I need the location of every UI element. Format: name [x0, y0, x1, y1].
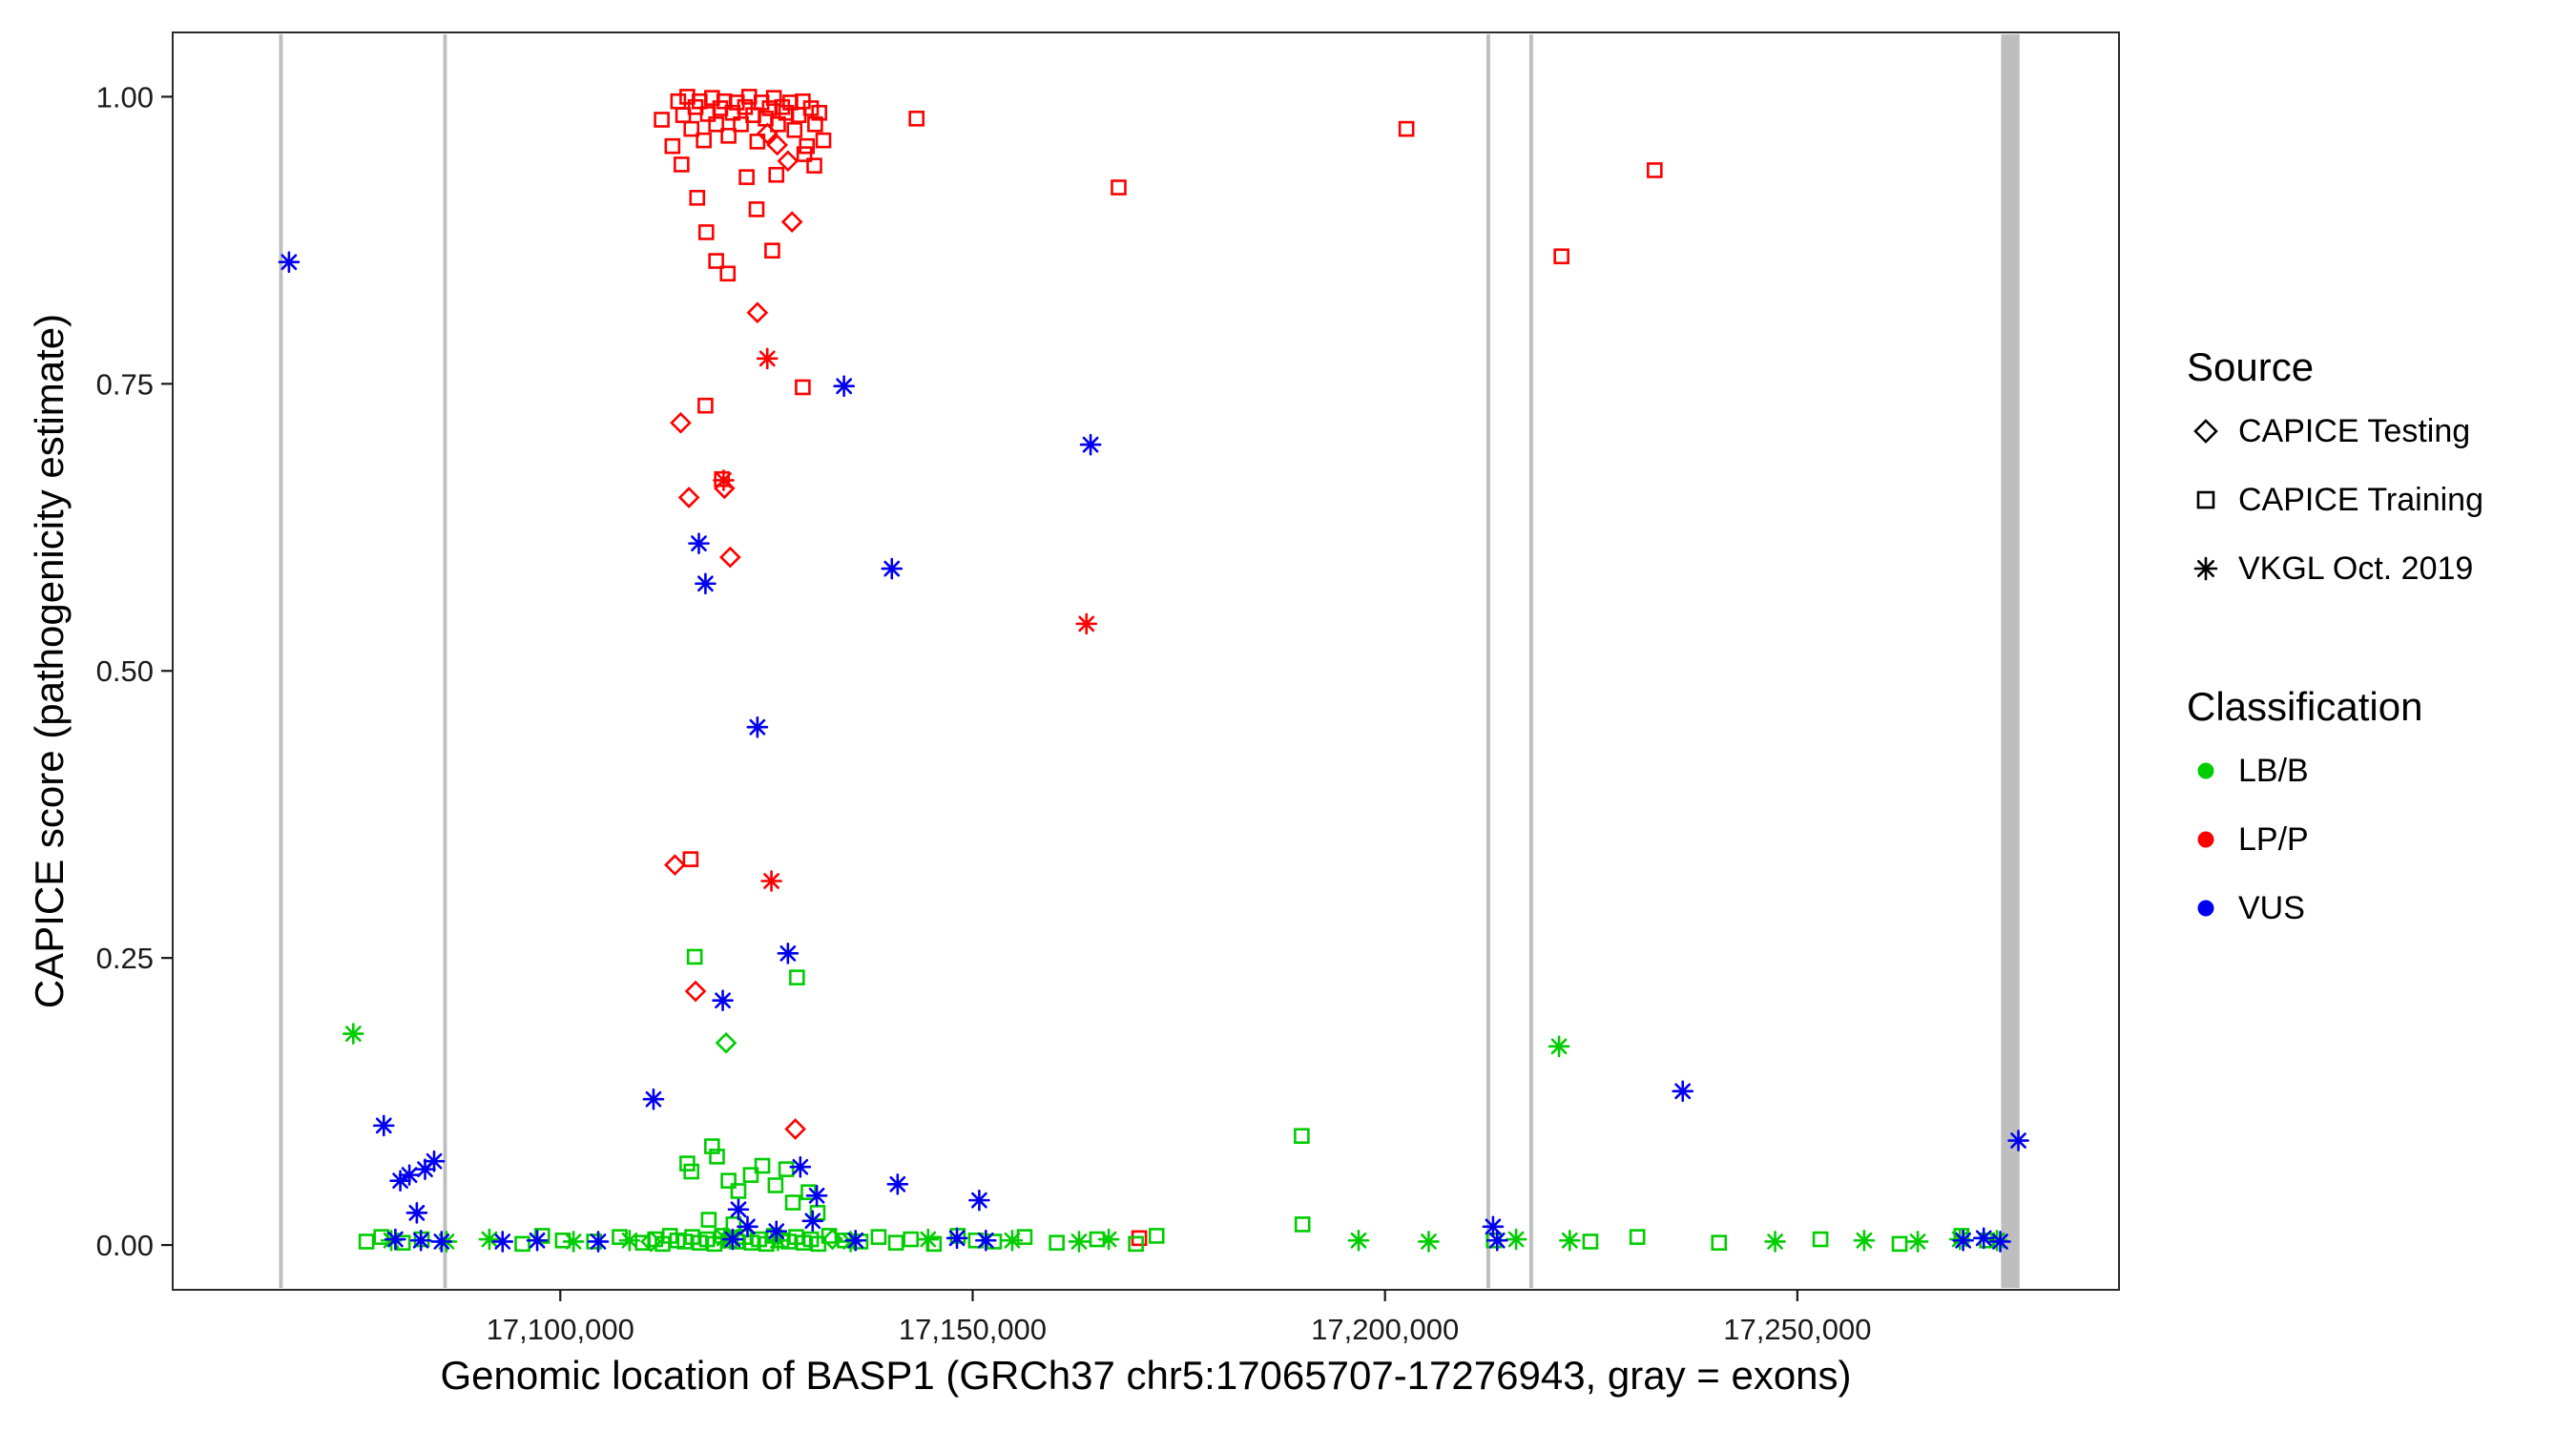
- x-tick-label: 17,150,000: [899, 1313, 1047, 1346]
- legend-item-label: LP/P: [2238, 820, 2309, 858]
- dot-icon: [2197, 831, 2214, 848]
- legend-item-lb-b: LB/B: [2187, 736, 2568, 805]
- x-tick-label: 17,100,000: [487, 1313, 634, 1346]
- y-tick-label: 0.75: [96, 367, 154, 401]
- dot-icon: [2197, 900, 2214, 917]
- exon-bars: [279, 34, 2020, 1288]
- legend-item-lp-p: LP/P: [2187, 805, 2568, 874]
- legend-item-capice-testing: CAPICE Testing: [2187, 397, 2568, 466]
- legend-item-label: VKGL Oct. 2019: [2238, 550, 2474, 587]
- series-vkgl-oct-2019-lb-b: [343, 1023, 2008, 1253]
- series-vkgl-oct-2019-vus: [278, 251, 2029, 1253]
- legend-item-vkgl-oct-2019: VKGL Oct. 2019: [2187, 534, 2568, 603]
- x-tick-label: 17,250,000: [1723, 1313, 1871, 1346]
- diamond-icon: [2193, 419, 2218, 444]
- y-tick-label: 0.50: [96, 654, 154, 688]
- y-tick-label: 0.25: [96, 942, 154, 975]
- series-capice-training-lp-p: [654, 89, 1663, 1247]
- square-icon: [2196, 490, 2215, 509]
- legend-item-label: LB/B: [2238, 752, 2309, 789]
- legend-classification-group: Classification LB/B LP/P VUS: [2187, 683, 2568, 943]
- legend: Source CAPICE Testing CAPICE Training VKG…: [2187, 343, 2568, 943]
- series-capice-testing-lb-b: [640, 1031, 843, 1253]
- legend-item-vus: VUS: [2187, 874, 2568, 943]
- legend-item-label: VUS: [2238, 889, 2305, 926]
- plot-panel-border: [172, 31, 2120, 1291]
- legend-classification-title: Classification: [2187, 684, 2423, 729]
- asterisk-icon: [2193, 556, 2218, 581]
- axis-ticks: 17,100,000 17,150,000 17,200,000 17,250,000…: [96, 80, 1872, 1346]
- dot-icon: [2197, 762, 2214, 779]
- x-tick-label: 17,200,000: [1311, 1313, 1459, 1346]
- legend-item-label: CAPICE Testing: [2238, 412, 2471, 449]
- series-capice-testing-lp-p: [664, 122, 806, 1140]
- legend-classification-items: LB/B LP/P VUS: [2187, 736, 2568, 943]
- legend-source-group: Source CAPICE Testing CAPICE Training VKG…: [2187, 343, 2568, 603]
- legend-source-title: Source: [2187, 344, 2315, 389]
- series-vkgl-oct-2019-lp-p: [713, 347, 1098, 892]
- legend-item-capice-training: CAPICE Training: [2187, 466, 2568, 534]
- x-axis-title: Genomic location of BASP1 (GRCh37 chr5:1…: [440, 1353, 1852, 1398]
- y-axis-title: CAPICE score (pathogenicity estimate): [27, 313, 72, 1009]
- y-tick-label: 0.00: [96, 1229, 154, 1262]
- legend-source-items: CAPICE Testing CAPICE Training VKGL Oct. …: [2187, 397, 2568, 603]
- y-tick-label: 1.00: [96, 80, 154, 114]
- legend-item-label: CAPICE Training: [2238, 481, 2483, 518]
- series-capice-training-lb-b: [358, 948, 1995, 1253]
